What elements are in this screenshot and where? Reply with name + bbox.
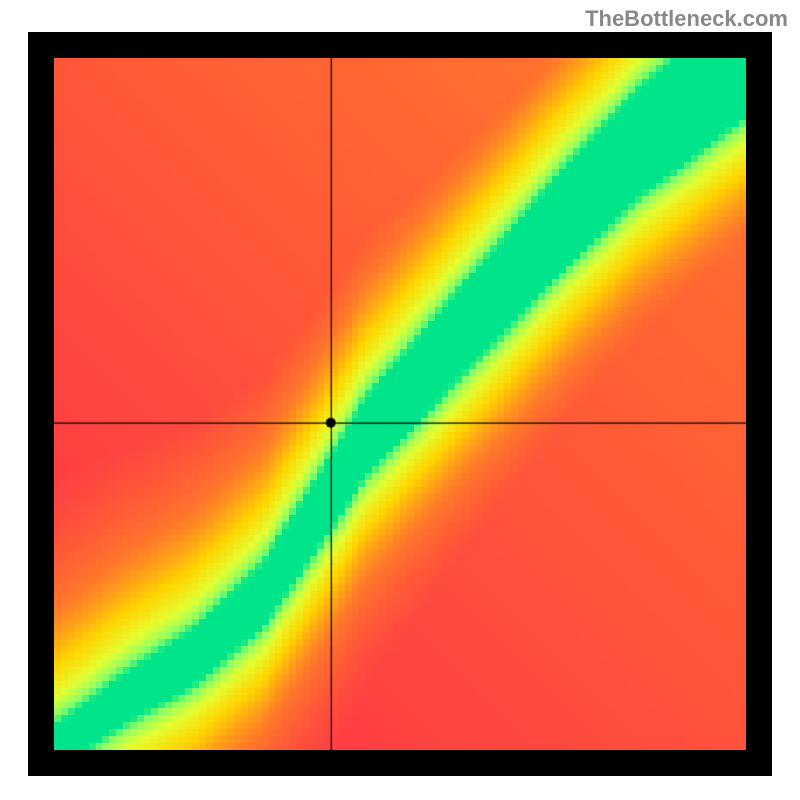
watermark-text: TheBottleneck.com: [585, 6, 788, 32]
bottleneck-heatmap: [54, 58, 746, 750]
chart-container: TheBottleneck.com: [0, 0, 800, 800]
plot-frame: [28, 32, 772, 776]
